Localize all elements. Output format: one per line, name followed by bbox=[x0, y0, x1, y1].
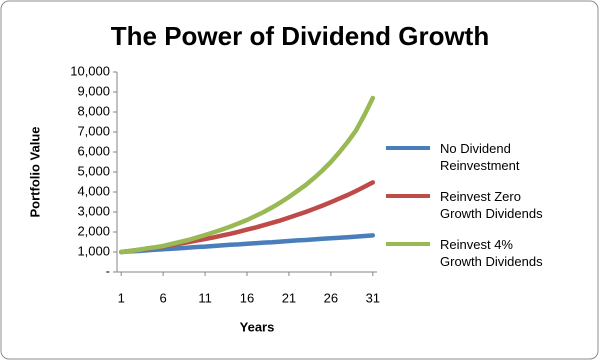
legend-swatch bbox=[386, 194, 430, 198]
y-tick-label: 3,000 bbox=[77, 203, 110, 218]
x-tick-label: 6 bbox=[160, 290, 167, 305]
legend: No Dividend Reinvestment Reinvest Zero Gr… bbox=[386, 140, 556, 284]
x-tick-label: 21 bbox=[282, 290, 296, 305]
x-tick-label: 31 bbox=[366, 290, 380, 305]
x-tick-label: 11 bbox=[198, 290, 212, 305]
y-tick-label: 2,000 bbox=[77, 223, 110, 238]
legend-entry: Reinvest 4% Growth Dividends bbox=[386, 236, 556, 270]
legend-label: Reinvest 4% Growth Dividends bbox=[440, 237, 543, 269]
y-axis-label: Portfolio Value bbox=[27, 126, 42, 217]
y-tick-label: 7,000 bbox=[77, 123, 110, 138]
legend-label: No Dividend Reinvestment bbox=[440, 141, 520, 173]
legend-swatch bbox=[386, 146, 430, 150]
x-tick-label: 26 bbox=[324, 290, 338, 305]
x-axis-label: Years bbox=[240, 319, 275, 334]
y-tick-label: 6,000 bbox=[77, 143, 110, 158]
legend-entry: Reinvest Zero Growth Dividends bbox=[386, 188, 556, 222]
y-tick-label: 10,000 bbox=[70, 63, 110, 78]
legend-swatch bbox=[386, 242, 430, 246]
x-tick-label: 1 bbox=[118, 290, 125, 305]
y-tick-label: - bbox=[106, 263, 110, 278]
y-tick-label: 1,000 bbox=[77, 243, 110, 258]
y-tick-label: 5,000 bbox=[77, 163, 110, 178]
legend-label: Reinvest Zero Growth Dividends bbox=[440, 189, 543, 221]
y-tick-label: 8,000 bbox=[77, 103, 110, 118]
x-tick-label: 16 bbox=[240, 290, 254, 305]
y-tick-label: 4,000 bbox=[77, 183, 110, 198]
legend-entry: No Dividend Reinvestment bbox=[386, 140, 556, 174]
chart-title: The Power of Dividend Growth bbox=[111, 21, 489, 51]
series-line bbox=[118, 233, 376, 255]
series-line bbox=[118, 95, 376, 255]
y-tick-label: 9,000 bbox=[77, 83, 110, 98]
